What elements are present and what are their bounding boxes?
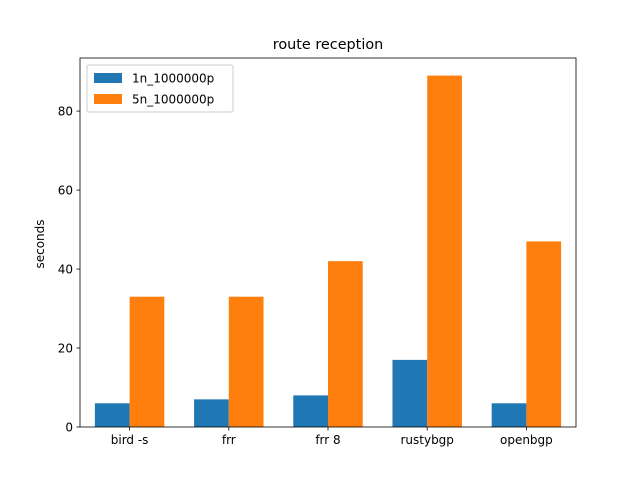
y-tick-label: 20 bbox=[58, 341, 73, 355]
legend-swatch-2 bbox=[94, 94, 122, 104]
y-tick-label: 80 bbox=[58, 104, 73, 118]
bar-series-1-0 bbox=[94, 403, 130, 427]
chart-title: route reception bbox=[273, 37, 384, 53]
x-tick-label: frr 8 bbox=[315, 433, 340, 447]
bar-series-1-4 bbox=[491, 403, 527, 427]
bar-series-2-1 bbox=[228, 296, 264, 427]
legend-label-1: 1n_1000000p bbox=[132, 72, 214, 86]
x-axis-ticks: bird -s frr frr 8 rustybgp openbgp bbox=[111, 427, 553, 447]
x-tick-label: frr bbox=[222, 433, 236, 447]
y-tick-label: 0 bbox=[65, 420, 73, 434]
bars-group bbox=[94, 75, 562, 427]
bar-series-1-2 bbox=[293, 395, 328, 427]
y-axis-ticks: 0 20 40 60 80 bbox=[58, 104, 80, 434]
bar-series-2-4 bbox=[526, 241, 562, 427]
legend-swatch-1 bbox=[94, 73, 122, 83]
legend: 1n_1000000p 5n_1000000p bbox=[86, 64, 234, 113]
y-tick-label: 40 bbox=[58, 262, 73, 276]
x-tick-label: bird -s bbox=[111, 433, 149, 447]
legend-box bbox=[86, 64, 234, 113]
legend-label-2: 5n_1000000p bbox=[132, 93, 214, 107]
x-tick-label: openbgp bbox=[500, 433, 553, 447]
plot-area-frame bbox=[79, 57, 577, 428]
y-axis-label: seconds bbox=[33, 219, 47, 268]
bar-series-1-3 bbox=[392, 359, 428, 427]
bar-series-2-2 bbox=[328, 261, 363, 427]
y-tick-label: 60 bbox=[58, 183, 73, 197]
bar-series-2-0 bbox=[129, 296, 165, 427]
x-tick-label: rustybgp bbox=[400, 433, 453, 447]
bar-series-1-1 bbox=[194, 399, 229, 427]
bar-series-2-3 bbox=[427, 75, 462, 427]
